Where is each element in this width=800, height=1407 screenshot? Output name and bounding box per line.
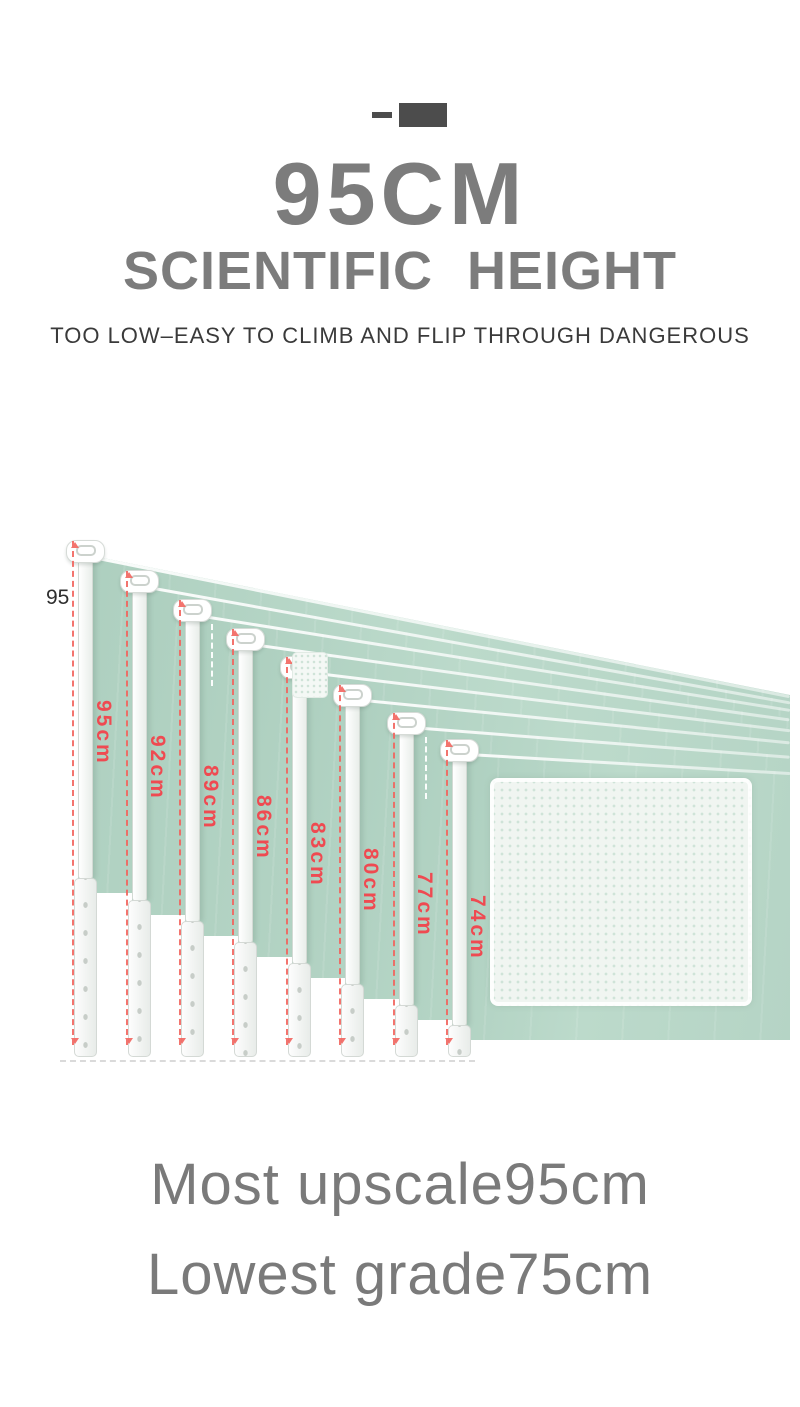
measure-line <box>338 685 346 1045</box>
height-label: 86cm <box>252 795 275 861</box>
measure-line <box>178 600 186 1045</box>
rail-leg <box>128 900 151 1057</box>
footer-line-lowest-grade: Lowest grade75cm <box>146 1242 654 1307</box>
accent-block <box>399 103 447 127</box>
accent-dash <box>372 112 392 118</box>
mesh-panel <box>490 778 752 1006</box>
floor-dashed-line <box>60 1060 475 1062</box>
page-title: 95CM <box>272 144 528 243</box>
left-measure-label: 95 <box>46 586 70 609</box>
strap-line <box>425 737 427 799</box>
rail-leg <box>341 984 364 1057</box>
rail-leg <box>181 921 204 1057</box>
clamp-button <box>342 689 363 700</box>
measure-line <box>125 571 133 1045</box>
height-label: 80cm <box>359 848 382 914</box>
rail-leg <box>288 963 311 1057</box>
height-label: 77cm <box>413 872 436 938</box>
height-label: 74cm <box>466 895 489 961</box>
clamp-button <box>129 575 150 586</box>
tagline-text: TOO LOW–EASY TO CLIMB AND FLIP THROUGH D… <box>50 323 750 348</box>
rail-leg <box>74 878 97 1057</box>
clamp-button <box>235 633 256 644</box>
measure-line <box>445 740 453 1045</box>
footer-line-most-upscale: Most upscale95cm <box>150 1152 650 1217</box>
small-mesh-patch <box>292 652 328 698</box>
measure-line <box>285 657 293 1045</box>
measure-line <box>231 629 239 1045</box>
rail-leg <box>234 942 257 1057</box>
clamp-button <box>75 545 96 556</box>
measure-line <box>392 713 400 1045</box>
height-label: 89cm <box>199 765 222 831</box>
height-label: 92cm <box>146 735 169 801</box>
clamp-button <box>449 744 470 755</box>
height-label: 83cm <box>306 822 329 888</box>
measure-line <box>71 541 79 1045</box>
clamp-button <box>182 604 203 615</box>
rail-leg <box>395 1005 418 1057</box>
height-label: 95cm <box>92 700 115 766</box>
clamp-button <box>396 717 417 728</box>
page-subtitle: SCIENTIFIC HEIGHT <box>122 241 677 301</box>
rail-post <box>452 747 467 1027</box>
strap-line <box>211 624 213 686</box>
